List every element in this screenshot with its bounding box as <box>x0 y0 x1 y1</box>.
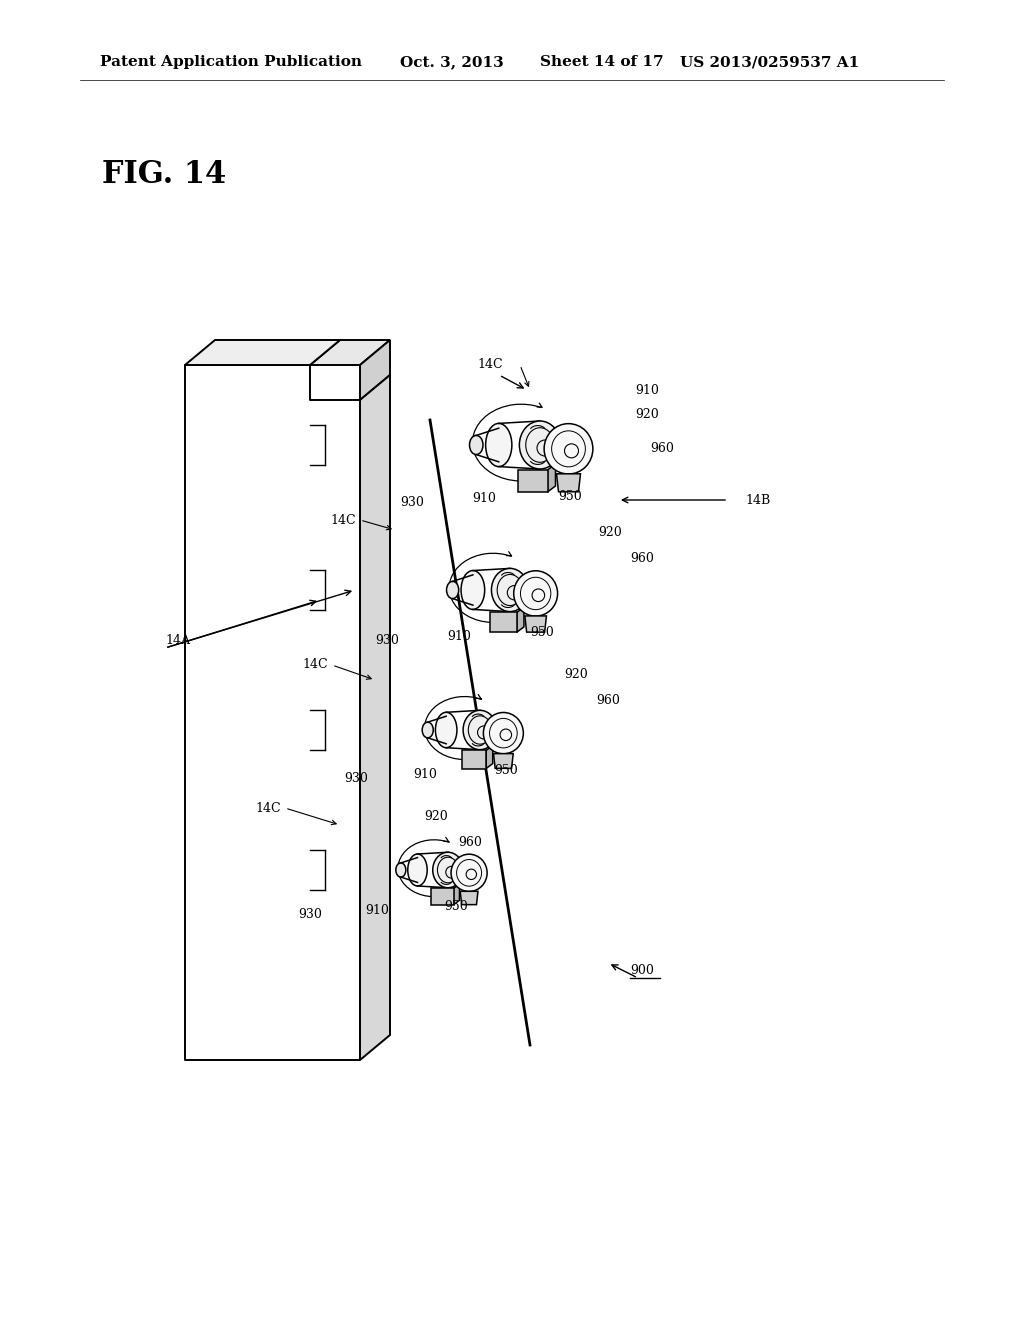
Ellipse shape <box>422 722 433 738</box>
Polygon shape <box>548 463 555 492</box>
Text: 900: 900 <box>630 964 654 977</box>
Text: 950: 950 <box>444 899 468 912</box>
Bar <box>517 470 548 492</box>
Ellipse shape <box>483 713 523 754</box>
Text: US 2013/0259537 A1: US 2013/0259537 A1 <box>680 55 859 69</box>
Polygon shape <box>460 891 478 904</box>
Text: 920: 920 <box>598 527 622 540</box>
Ellipse shape <box>435 713 457 747</box>
Polygon shape <box>185 341 340 366</box>
Text: 14C: 14C <box>330 513 355 527</box>
Polygon shape <box>360 375 390 1060</box>
Bar <box>431 888 454 904</box>
Text: 14C: 14C <box>477 359 503 371</box>
Text: 14A: 14A <box>165 634 190 647</box>
Text: 930: 930 <box>298 908 322 921</box>
Bar <box>489 612 517 632</box>
Text: FIG. 14: FIG. 14 <box>102 158 226 190</box>
Ellipse shape <box>446 581 459 599</box>
Polygon shape <box>494 754 513 768</box>
Text: 930: 930 <box>375 634 399 647</box>
Text: 910: 910 <box>365 904 389 917</box>
Text: 960: 960 <box>458 836 482 849</box>
Text: 910: 910 <box>447 630 471 643</box>
Ellipse shape <box>463 710 497 750</box>
Text: 14C: 14C <box>302 659 328 672</box>
Ellipse shape <box>451 854 487 891</box>
Text: 960: 960 <box>630 552 654 565</box>
Ellipse shape <box>469 436 483 454</box>
Ellipse shape <box>544 424 593 474</box>
Text: 910: 910 <box>413 767 437 780</box>
Text: 14C: 14C <box>255 801 281 814</box>
Text: 950: 950 <box>494 763 518 776</box>
Text: 910: 910 <box>635 384 658 396</box>
Ellipse shape <box>461 570 484 610</box>
Polygon shape <box>360 341 390 400</box>
Polygon shape <box>310 341 390 366</box>
Text: 950: 950 <box>530 627 554 639</box>
Text: 910: 910 <box>472 491 496 504</box>
Text: 920: 920 <box>564 668 588 681</box>
Ellipse shape <box>485 424 512 466</box>
Bar <box>462 751 486 768</box>
Text: 960: 960 <box>650 441 674 454</box>
Text: 920: 920 <box>635 408 658 421</box>
Text: 920: 920 <box>424 809 447 822</box>
Ellipse shape <box>514 570 558 616</box>
Ellipse shape <box>408 854 427 886</box>
Ellipse shape <box>492 569 528 611</box>
Text: 930: 930 <box>400 496 424 510</box>
Text: 950: 950 <box>558 490 582 503</box>
Text: 14B: 14B <box>745 494 770 507</box>
Text: Oct. 3, 2013: Oct. 3, 2013 <box>400 55 504 69</box>
Polygon shape <box>486 746 493 768</box>
Ellipse shape <box>433 853 463 888</box>
Text: 930: 930 <box>344 771 368 784</box>
Ellipse shape <box>519 421 560 469</box>
Text: Patent Application Publication: Patent Application Publication <box>100 55 362 69</box>
Polygon shape <box>454 884 460 904</box>
Text: 960: 960 <box>596 693 620 706</box>
Polygon shape <box>525 616 547 632</box>
Text: Sheet 14 of 17: Sheet 14 of 17 <box>540 55 664 69</box>
Polygon shape <box>556 474 581 492</box>
Ellipse shape <box>396 863 406 876</box>
Polygon shape <box>517 607 524 632</box>
